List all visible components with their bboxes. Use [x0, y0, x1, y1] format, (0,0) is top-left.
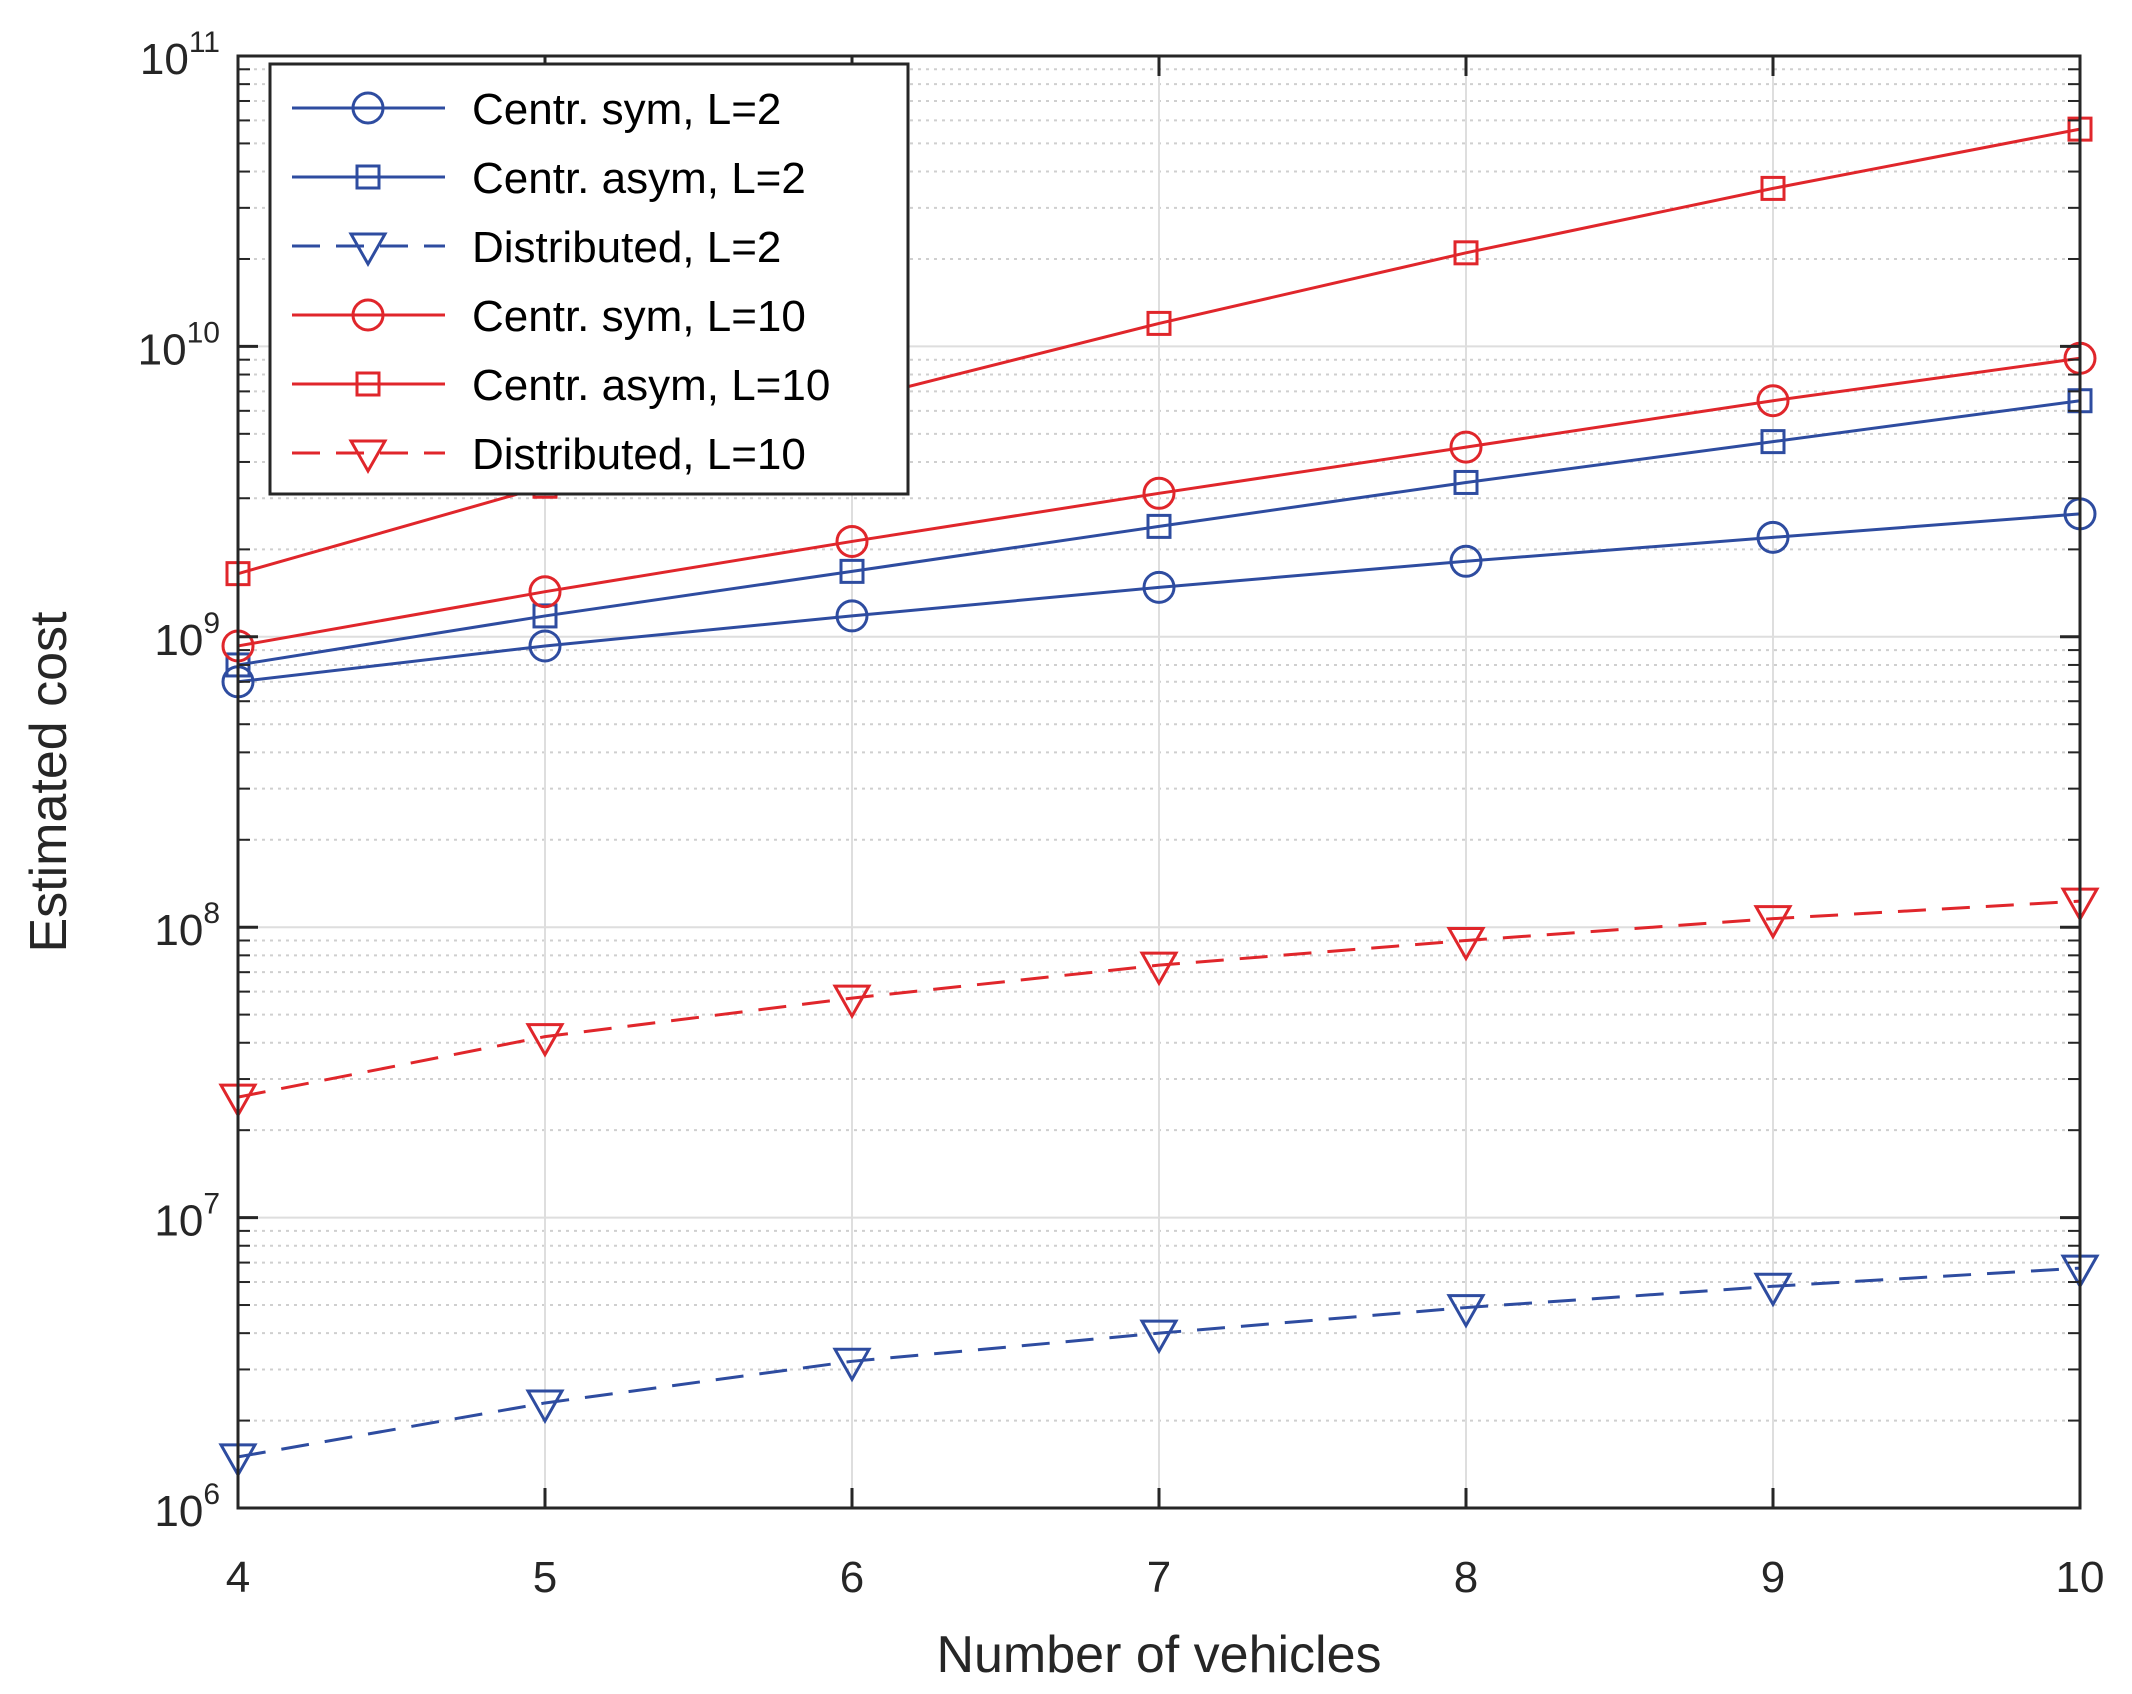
legend-entry: Centr. asym, L=10: [292, 361, 830, 410]
data-point-triangle-down: [832, 1347, 872, 1383]
x-tick-label: 4: [226, 1553, 250, 1602]
data-point-square: [1453, 469, 1479, 495]
x-tick-label: 6: [840, 1553, 864, 1602]
data-point-circle: [835, 599, 869, 633]
y-tick-exponent: 6: [203, 1478, 220, 1511]
legend-label: Centr. sym, L=2: [472, 85, 781, 134]
legend-marker: [355, 371, 381, 397]
data-point-square: [1146, 310, 1172, 336]
x-tick-label: 8: [1454, 1553, 1478, 1602]
data-point-triangle-down: [1446, 1294, 1486, 1329]
legend-label: Centr. sym, L=10: [472, 292, 806, 341]
data-point-square: [1453, 240, 1479, 266]
series-line: [237, 399, 2081, 667]
data-point-circle: [1142, 570, 1176, 604]
data-point-triangle-down: [1446, 926, 1486, 962]
series-line: [237, 1266, 2081, 1459]
legend-marker: [355, 164, 381, 190]
x-tick-label: 10: [2056, 1553, 2105, 1602]
legend-marker: [348, 232, 388, 268]
legend-entry: Centr. sym, L=10: [292, 292, 806, 341]
legend-marker: [351, 298, 385, 332]
series-line: [237, 899, 2081, 1099]
x-axis-label: Number of vehicles: [936, 1626, 1381, 1684]
series-line: [237, 512, 2081, 684]
data-point-triangle-down: [525, 1389, 565, 1424]
legend-entry: Centr. asym, L=2: [292, 154, 806, 203]
y-tick-exponent: 11: [189, 26, 220, 59]
y-tick-exponent: 10: [187, 316, 220, 349]
data-point-triangle-down: [1753, 1272, 1793, 1308]
legend-label: Distributed, L=2: [472, 223, 781, 272]
data-point-triangle-down: [1139, 1319, 1179, 1355]
series-centr-asym-l-2: [225, 388, 2093, 678]
legend-marker: [351, 91, 385, 125]
data-point-circle: [835, 524, 869, 558]
data-point-circle: [1756, 520, 1790, 554]
data-point-square: [1146, 513, 1172, 539]
data-point-square: [532, 603, 558, 629]
data-point-circle: [1449, 544, 1483, 578]
legend-label: Centr. asym, L=10: [472, 361, 830, 410]
x-tick-label: 7: [1147, 1553, 1171, 1602]
data-point-triangle-down: [1139, 951, 1179, 987]
y-tick-exponent: 7: [203, 1188, 220, 1221]
data-point-square: [839, 558, 865, 584]
y-tick-exponent: 9: [203, 607, 220, 640]
y-axis-label: Estimated cost: [20, 611, 78, 953]
data-point-square: [1760, 175, 1786, 201]
x-tick-label: 5: [533, 1553, 557, 1602]
data-point-circle: [1449, 430, 1483, 464]
data-point-square: [1760, 429, 1786, 455]
data-point-circle: [528, 629, 562, 663]
legend-entry: Distributed, L=2: [292, 223, 781, 272]
series-distributed-l-2: [218, 1254, 2100, 1478]
data-point-triangle-down: [832, 984, 872, 1020]
data-point-circle: [1756, 384, 1790, 418]
legend-label: Centr. asym, L=2: [472, 154, 806, 203]
data-point-circle: [1142, 476, 1176, 510]
series-line: [237, 356, 2081, 648]
legend-box: [268, 62, 910, 496]
legend-entry: Centr. sym, L=2: [292, 85, 781, 134]
x-tick-label: 9: [1761, 1553, 1785, 1602]
legend-label: Distributed, L=10: [472, 430, 806, 479]
data-point-circle: [528, 575, 562, 609]
legend-entry: Distributed, L=10: [292, 430, 806, 479]
y-tick-label: 106: [154, 1478, 220, 1536]
y-tick-exponent: 8: [203, 897, 220, 930]
data-point-triangle-down: [1753, 905, 1793, 940]
legend-marker: [348, 439, 388, 475]
legend: Centr. sym, L=2 Centr. asym, L=2 Distribut…: [268, 62, 910, 496]
data-point-triangle-down: [525, 1023, 565, 1058]
